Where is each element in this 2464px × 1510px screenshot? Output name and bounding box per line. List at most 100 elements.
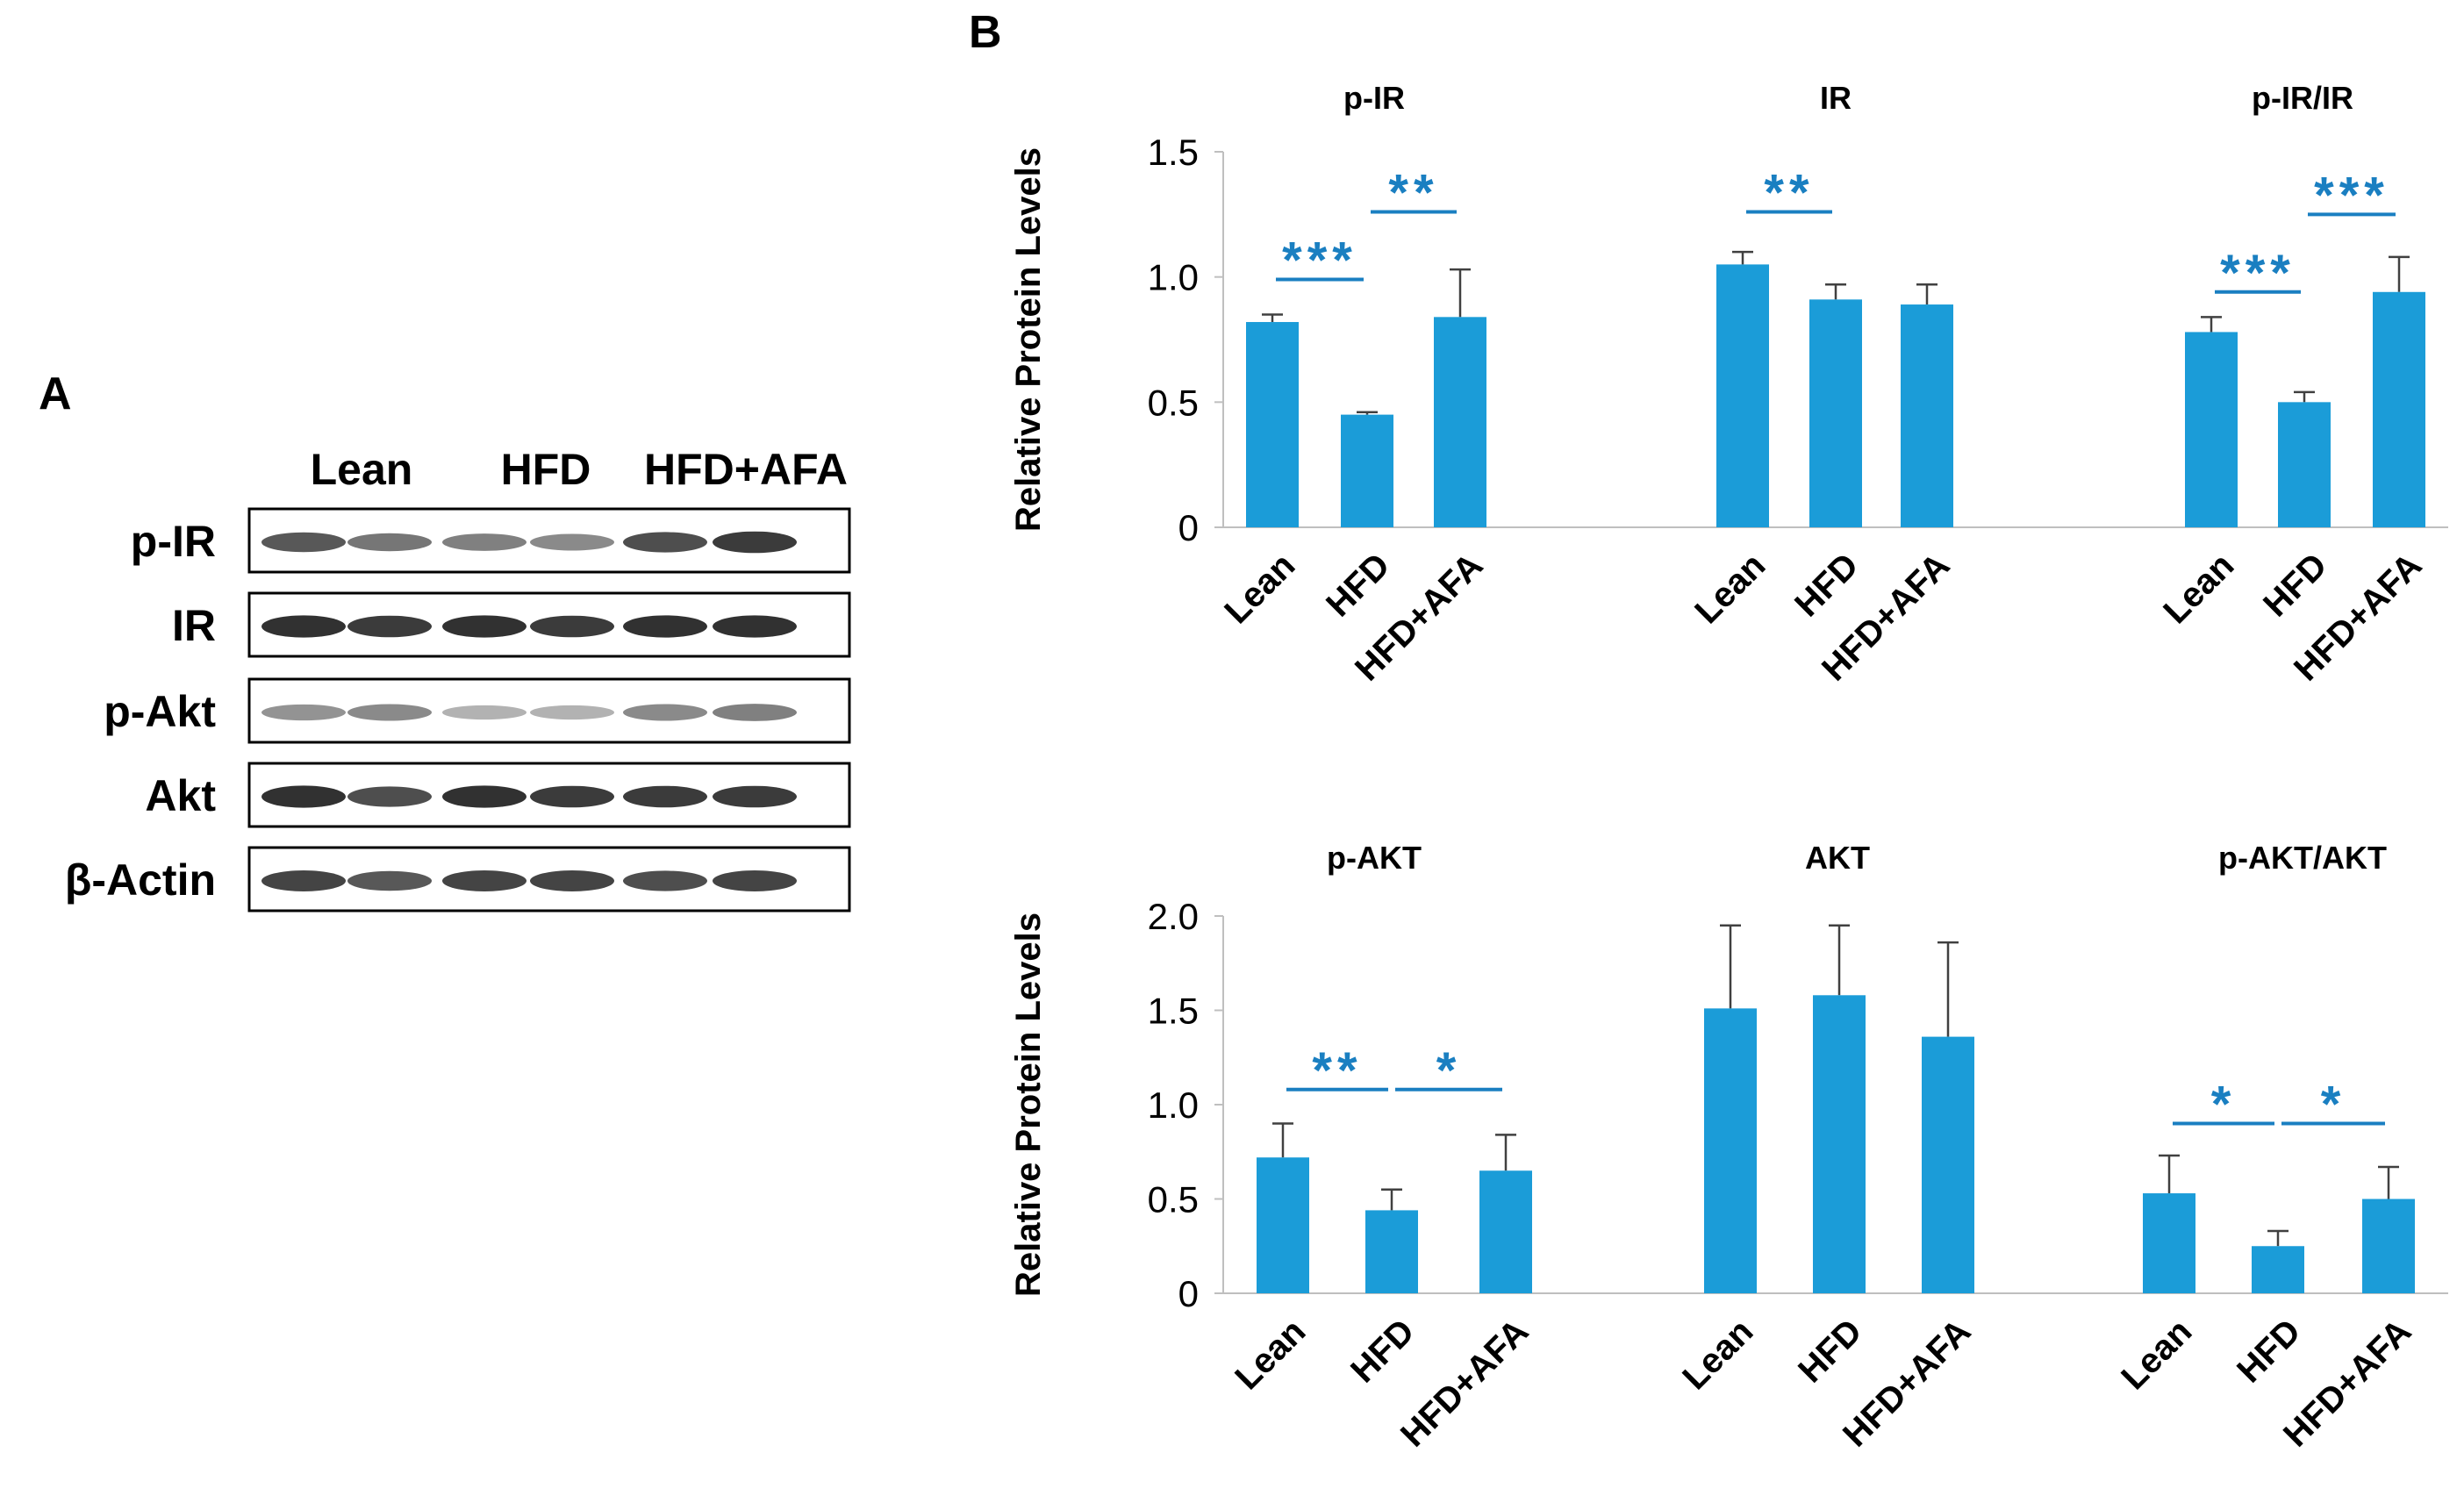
x-tick-label-akt-lean: Lean xyxy=(1675,1312,1760,1397)
y-tick-label: 1.5 xyxy=(1148,991,1199,1032)
significance-stars-p-ir-2: ** xyxy=(1388,164,1438,221)
blot-band-p-akt-1 xyxy=(261,704,346,721)
blot-band-p-akt-2 xyxy=(347,704,432,721)
blot-band-p-ir-6 xyxy=(713,531,797,554)
x-tick-label-p-akt-akt-lean: Lean xyxy=(2114,1312,2199,1397)
bar-akt-hfd-afa xyxy=(1922,1036,1974,1293)
chart-title-p-ir-ir: p-IR/IR xyxy=(2252,80,2353,116)
y-tick-label: 1.5 xyxy=(1148,132,1199,173)
chart-title-ir: IR xyxy=(1820,80,1852,116)
blot-band-akt-4 xyxy=(530,785,614,808)
blot-band-p-ir-1 xyxy=(261,532,346,553)
bar-p-ir-hfd-afa xyxy=(1434,317,1486,527)
significance-stars-p-akt-akt-2: * xyxy=(2321,1077,2346,1134)
blot-band-akt-6 xyxy=(713,785,797,808)
significance-stars-p-ir-ir-2: *** xyxy=(2314,167,2389,224)
significance-stars-p-akt-akt-1: * xyxy=(2211,1077,2237,1134)
y-tick-label: 1.0 xyxy=(1148,257,1199,298)
blot-band-p-ir-5 xyxy=(623,532,707,553)
chart-bottom: Relative Protein Levels 0 0.5 1.0 1.5 2.0 p-AK… xyxy=(1009,840,2448,1455)
bar-p-ir-ir-lean xyxy=(2185,332,2238,527)
blot-band-ir-4 xyxy=(530,615,614,638)
y-tick-label: 0 xyxy=(1178,1273,1199,1314)
blot-band-actin-1 xyxy=(261,870,346,891)
chart-title-p-akt: p-AKT xyxy=(1327,840,1422,876)
blot-band-actin-2 xyxy=(347,870,432,891)
y-tick-label: 2.0 xyxy=(1148,896,1199,937)
x-tick-label-ir-hfd: HFD xyxy=(1787,546,1866,624)
blot-rows: p-IR IR p-Akt Akt β-Actin xyxy=(65,507,851,912)
blot-band-actin-5 xyxy=(623,870,707,891)
y-tick-label: 0 xyxy=(1178,507,1199,548)
bar-p-ir-hfd xyxy=(1341,414,1393,527)
bar-p-akt-akt-hfd xyxy=(2252,1246,2304,1293)
y-axis-label: Relative Protein Levels xyxy=(1009,912,1048,1297)
y-tick-label: 0.5 xyxy=(1148,1179,1199,1220)
significance-stars-p-ir-ir-1: *** xyxy=(2220,245,2296,302)
blot-label-p-akt: p-Akt xyxy=(104,687,216,736)
blot-lane-label-lean: Lean xyxy=(311,445,413,494)
blot-lane-label-hfd: HFD xyxy=(501,445,591,494)
blot-band-ir-1 xyxy=(261,615,346,638)
blot-label-ir: IR xyxy=(172,601,216,650)
blot-band-actin-6 xyxy=(713,870,797,891)
panel-a-letter: A xyxy=(39,369,72,419)
bar-p-akt-akt-lean xyxy=(2143,1193,2195,1293)
blot-band-p-akt-6 xyxy=(713,704,797,721)
x-tick-label-p-ir-ir-hfd: HFD xyxy=(2256,546,2334,624)
bar-p-akt-hfd xyxy=(1365,1210,1418,1293)
blot-band-actin-4 xyxy=(530,870,614,891)
blot-band-ir-6 xyxy=(713,615,797,638)
bar-akt-hfd xyxy=(1813,995,1866,1293)
x-tick-label-p-akt-lean: Lean xyxy=(1228,1312,1313,1397)
significance-stars-ir-1: ** xyxy=(1764,164,1814,221)
blot-band-akt-2 xyxy=(347,786,432,807)
blot-band-p-akt-4 xyxy=(530,705,614,720)
chart-title-p-ir: p-IR xyxy=(1343,80,1405,116)
blot-label-p-ir: p-IR xyxy=(131,517,216,566)
blot-label-akt: Akt xyxy=(145,771,216,820)
significance-stars-p-akt-2: * xyxy=(1436,1042,1462,1099)
blot-band-akt-3 xyxy=(442,785,526,808)
blot-band-p-akt-3 xyxy=(442,705,526,720)
bar-ir-lean xyxy=(1716,264,1769,527)
bar-p-akt-hfd-afa xyxy=(1479,1170,1532,1293)
y-axis-label: Relative Protein Levels xyxy=(1009,147,1048,532)
significance-stars-p-akt-1: ** xyxy=(1312,1042,1362,1099)
bar-p-akt-akt-hfd-afa xyxy=(2362,1199,2415,1293)
x-tick-label-p-ir-ir-lean: Lean xyxy=(2156,546,2241,631)
bar-ir-hfd xyxy=(1809,299,1862,527)
x-tick-label-p-akt-akt-hfd: HFD xyxy=(2230,1312,2308,1390)
bar-p-ir-ir-hfd xyxy=(2278,402,2331,527)
blot-lane-label-hfd-afa: HFD+AFA xyxy=(644,445,848,494)
bar-ir-hfd-afa xyxy=(1901,304,1953,527)
blot-band-p-akt-5 xyxy=(623,704,707,721)
x-tick-label-akt-hfd: HFD xyxy=(1791,1312,1869,1390)
blot-band-actin-3 xyxy=(442,870,526,891)
y-tick-label: 1.0 xyxy=(1148,1084,1199,1126)
blot-band-akt-1 xyxy=(261,785,346,808)
blot-band-akt-5 xyxy=(623,785,707,808)
blot-band-p-ir-2 xyxy=(347,533,432,552)
x-tick-label-ir-lean: Lean xyxy=(1687,546,1773,631)
panel-b-letter: B xyxy=(969,7,1002,58)
blot-band-ir-2 xyxy=(347,615,432,638)
bar-p-ir-lean xyxy=(1246,322,1299,527)
chart-title-akt: AKT xyxy=(1805,840,1870,876)
blot-band-ir-3 xyxy=(442,615,526,638)
blot-band-p-ir-4 xyxy=(530,533,614,551)
chart-top: Relative Protein Levels 0 0.5 1.0 1.5 p-IR Lea… xyxy=(1009,80,2448,689)
blot-band-p-ir-3 xyxy=(442,533,526,551)
x-tick-label-p-ir-lean: Lean xyxy=(1217,546,1302,631)
bar-p-akt-lean xyxy=(1257,1157,1309,1293)
bar-akt-lean xyxy=(1704,1008,1757,1293)
bar-p-ir-ir-hfd-afa xyxy=(2373,291,2425,527)
x-tick-label-p-ir-hfd: HFD xyxy=(1319,546,1397,624)
significance-stars-p-ir-1: *** xyxy=(1282,233,1357,290)
chart-title-p-akt-akt: p-AKT/AKT xyxy=(2218,840,2387,876)
y-tick-label: 0.5 xyxy=(1148,382,1199,423)
blot-label-actin: β-Actin xyxy=(65,855,216,905)
x-tick-label-p-akt-hfd: HFD xyxy=(1343,1312,1422,1390)
blot-band-ir-5 xyxy=(623,615,707,638)
